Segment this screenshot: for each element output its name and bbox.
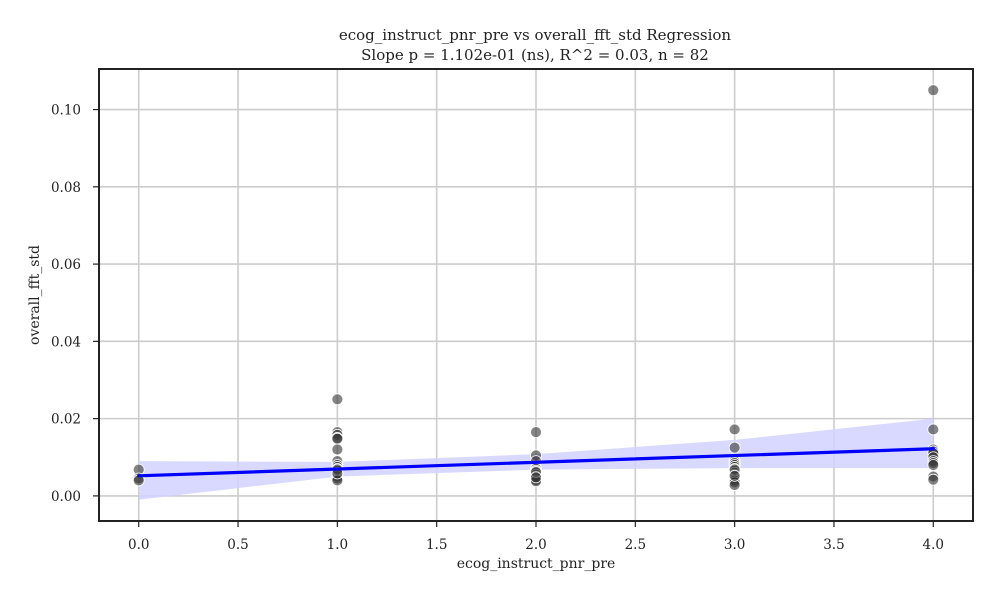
x-tick-label: 0.0 bbox=[128, 537, 149, 553]
x-axis-label: ecog_instruct_pnr_pre bbox=[456, 556, 616, 572]
data-point bbox=[927, 84, 940, 97]
chart-subtitle: Slope p = 1.102e-01 (ns), R^2 = 0.03, n … bbox=[361, 46, 709, 64]
x-tick-label: 1.5 bbox=[426, 537, 447, 553]
x-tick-label: 2.5 bbox=[625, 537, 646, 553]
data-point bbox=[728, 441, 741, 454]
x-tick-label: 0.5 bbox=[227, 537, 248, 553]
x-tick-label: 3.5 bbox=[823, 537, 844, 553]
regression-line-layer bbox=[137, 447, 935, 478]
data-point bbox=[331, 443, 344, 456]
y-tick-label: 0.06 bbox=[51, 257, 81, 273]
data-point bbox=[530, 471, 542, 484]
tick-labels: 0.0 0.5 1.0 1.5 2.0 2.5 3.0 3.5 4.0 0.00 0.02 0.04 0… bbox=[51, 103, 944, 553]
data-point bbox=[927, 459, 940, 471]
data-point bbox=[927, 473, 940, 486]
plot-border bbox=[98, 68, 974, 522]
x-tick-label: 1.0 bbox=[327, 537, 348, 553]
x-tick-label: 4.0 bbox=[923, 537, 944, 553]
y-tick-label: 0.00 bbox=[51, 489, 81, 505]
regression-line bbox=[137, 447, 935, 478]
data-point bbox=[331, 432, 344, 445]
y-axis-label: overall_fft_std bbox=[27, 245, 43, 345]
grid-lines bbox=[99, 69, 973, 521]
x-tick-label: 2.0 bbox=[525, 537, 546, 553]
chart-title: ecog_instruct_pnr_pre vs overall_fft_std… bbox=[338, 26, 732, 44]
data-point bbox=[728, 423, 741, 436]
plot-frame bbox=[93, 68, 974, 527]
data-point bbox=[530, 426, 542, 439]
data-point bbox=[728, 469, 741, 482]
x-tick-label: 3.0 bbox=[724, 537, 745, 553]
y-tick-label: 0.08 bbox=[51, 180, 81, 196]
data-point bbox=[331, 393, 344, 406]
y-tick-label: 0.04 bbox=[51, 334, 81, 350]
y-tick-label: 0.10 bbox=[51, 103, 81, 119]
data-point bbox=[927, 423, 940, 436]
y-tick-label: 0.02 bbox=[51, 412, 81, 428]
